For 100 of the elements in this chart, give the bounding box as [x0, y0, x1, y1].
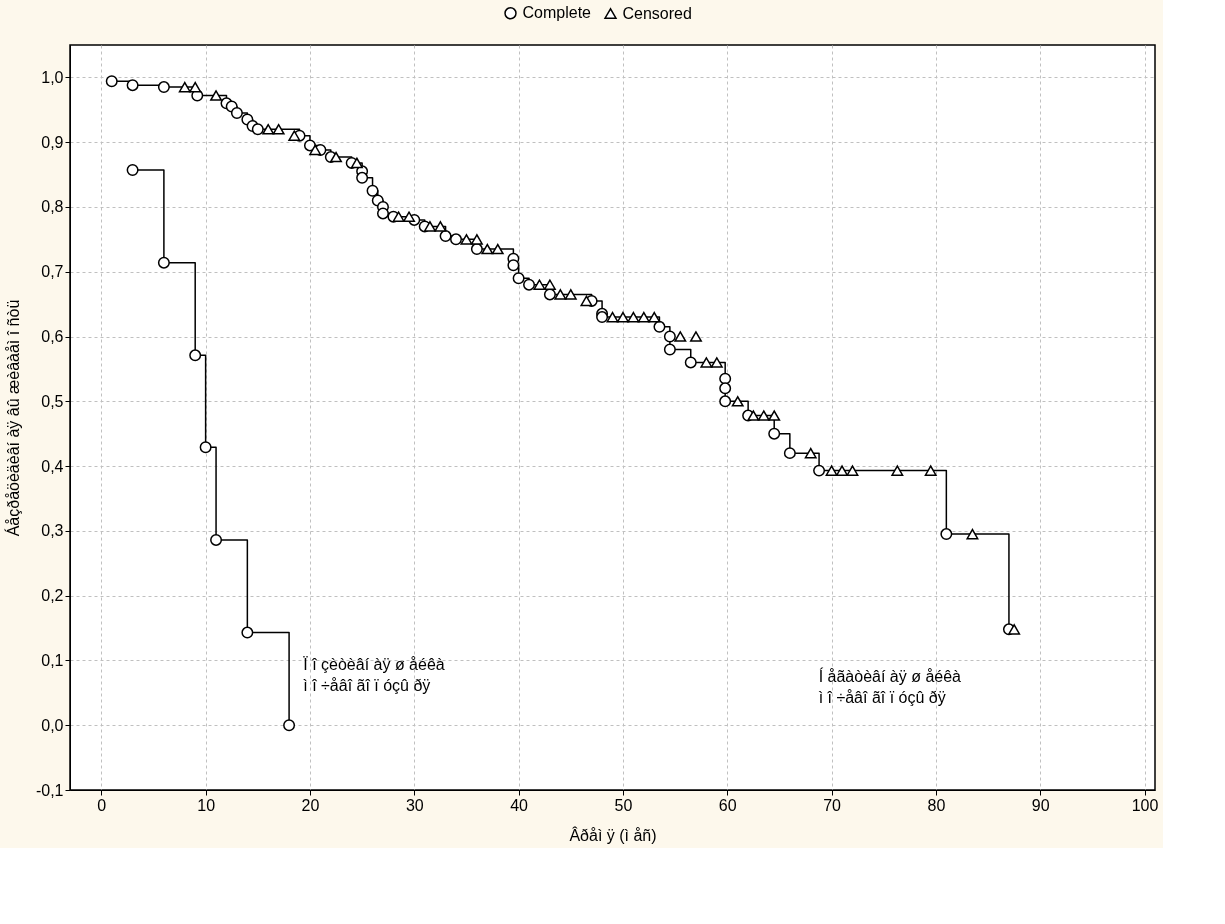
point [731, 396, 744, 407]
point [940, 528, 953, 541]
point [434, 221, 447, 232]
point [392, 211, 405, 222]
point [543, 279, 556, 290]
point [126, 164, 139, 177]
point [199, 441, 212, 454]
point [157, 81, 170, 94]
point [768, 410, 781, 421]
point [423, 221, 436, 232]
point [804, 447, 817, 459]
point [230, 107, 243, 120]
y-tick-label: 0,7 [41, 263, 64, 281]
x-tick-label: 90 [1031, 796, 1050, 814]
y-tick-label: 0,3 [41, 522, 64, 540]
x-tick-label: 40 [510, 796, 529, 814]
point [157, 256, 170, 269]
point [126, 79, 139, 92]
point [637, 311, 650, 323]
point [757, 410, 770, 421]
point [554, 289, 567, 300]
point [210, 90, 223, 101]
point [891, 465, 904, 476]
point [1008, 624, 1021, 635]
point [606, 311, 619, 323]
y-tick-label: -0,1 [35, 781, 64, 799]
y-tick-label: 0,8 [41, 198, 64, 216]
point [356, 171, 369, 184]
point [663, 330, 676, 343]
x-tick-label: 100 [1131, 796, 1159, 814]
point [783, 447, 796, 460]
point [210, 533, 223, 546]
point [596, 311, 609, 324]
point [189, 349, 202, 362]
x-tick-label: 10 [197, 796, 216, 814]
point [924, 465, 937, 476]
y-tick-label: 1,0 [41, 68, 64, 86]
point [262, 123, 275, 135]
x-axis-title: Âðåì ÿ (ì åñ) [569, 825, 657, 844]
x-tick-label: 60 [718, 796, 737, 814]
point [846, 465, 859, 476]
point [470, 234, 483, 245]
point [836, 465, 849, 476]
point [580, 295, 593, 307]
point [689, 331, 702, 342]
point [512, 272, 525, 285]
x-tick-label: 0 [97, 796, 107, 814]
point [674, 331, 687, 342]
point [403, 211, 416, 222]
point [627, 311, 640, 323]
point [768, 427, 781, 440]
point [700, 357, 713, 368]
point [491, 243, 504, 255]
y-axis-title: Áåçðåöèäèâí àÿ âû æèâàåì î ñòü [3, 299, 22, 537]
y-tick-label: 0,2 [41, 587, 64, 605]
y-tick-label: 0,1 [41, 651, 64, 669]
annotation: Í åãàòèâí àÿ ø åéêà ì î ÷åâî ãî ï óçû ðÿ [818, 667, 962, 707]
legend-label: Censored [622, 4, 692, 22]
point [309, 144, 322, 156]
point [564, 289, 577, 300]
point [251, 123, 264, 136]
point [966, 528, 979, 540]
point [648, 311, 661, 323]
y-tick-label: 0,5 [41, 392, 64, 410]
point [663, 343, 676, 356]
y-tick-label: 0,4 [41, 457, 64, 475]
point [189, 81, 202, 93]
point [813, 464, 826, 477]
point [523, 278, 536, 291]
point [366, 184, 379, 197]
x-tick-label: 30 [405, 796, 424, 814]
point [710, 357, 723, 368]
point [105, 75, 118, 88]
point [719, 395, 732, 408]
annotation: Ï î çèòèâí àÿ ø åéêà ì î ÷åâî ãî ï óçû ðÿ [303, 656, 445, 695]
point [272, 123, 285, 135]
point [470, 243, 483, 256]
x-tick-label: 50 [614, 796, 633, 814]
x-tick-label: 70 [823, 796, 842, 814]
point [719, 382, 732, 395]
point [825, 465, 838, 476]
point [533, 279, 546, 290]
x-tick-label: 20 [301, 796, 320, 814]
point [350, 157, 363, 169]
point [653, 320, 666, 333]
y-tick-label: 0,6 [41, 328, 64, 346]
point [283, 719, 296, 732]
point [178, 81, 191, 93]
y-tick-label: 0,0 [41, 716, 64, 734]
y-tick-label: 0,9 [41, 133, 64, 151]
point [460, 234, 473, 245]
point [684, 356, 697, 369]
point [241, 626, 254, 639]
legend-label: Complete [522, 4, 592, 22]
point [376, 207, 389, 220]
x-tick-label: 80 [927, 796, 946, 814]
point [507, 259, 520, 272]
point [747, 410, 760, 421]
point [616, 311, 629, 323]
point [481, 243, 494, 255]
